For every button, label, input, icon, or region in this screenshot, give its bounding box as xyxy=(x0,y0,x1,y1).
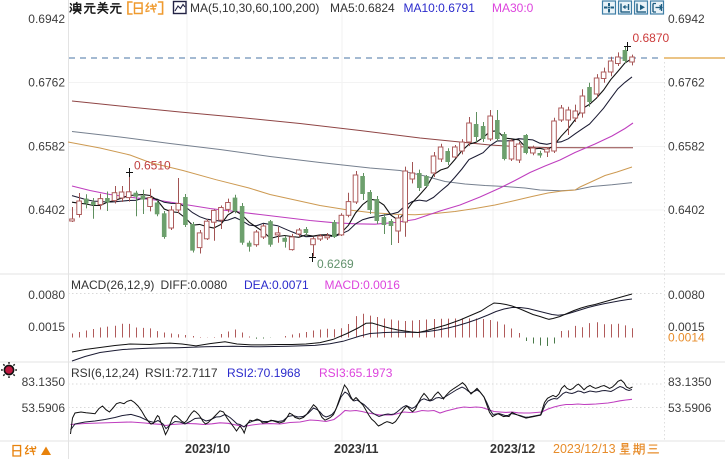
svg-text:0.6942: 0.6942 xyxy=(668,12,705,26)
svg-text:0.6269: 0.6269 xyxy=(317,257,354,271)
svg-text:0.6582: 0.6582 xyxy=(28,140,65,154)
svg-text:0.6870: 0.6870 xyxy=(633,31,670,45)
svg-text:RSI2:70.1968: RSI2:70.1968 xyxy=(227,366,301,380)
svg-text:MACD(26,12,9): MACD(26,12,9) xyxy=(71,278,154,292)
svg-text:83.1350: 83.1350 xyxy=(22,375,66,389)
svg-text:MACD:0.0016: MACD:0.0016 xyxy=(325,278,401,292)
svg-text:53.5906: 53.5906 xyxy=(668,401,712,415)
svg-text:2023/12: 2023/12 xyxy=(490,442,535,456)
svg-text:MA(5,10,30,60,100,200): MA(5,10,30,60,100,200) xyxy=(190,1,319,15)
svg-text:53.5906: 53.5906 xyxy=(22,401,66,415)
svg-text:MA30:0: MA30:0 xyxy=(492,1,534,15)
svg-text:0.0080: 0.0080 xyxy=(668,288,705,302)
svg-text:MA5:0.6824: MA5:0.6824 xyxy=(330,1,395,15)
svg-text:RSI(6,12,24): RSI(6,12,24) xyxy=(71,366,139,380)
svg-text:0.6402: 0.6402 xyxy=(28,203,65,217)
svg-text:MA10:0.6791: MA10:0.6791 xyxy=(404,1,476,15)
svg-text:DEA:0.0071: DEA:0.0071 xyxy=(244,278,309,292)
svg-text:2023/10: 2023/10 xyxy=(185,442,230,456)
svg-text:0.6942: 0.6942 xyxy=(28,12,65,26)
svg-text:2023/12/13: 2023/12/13 xyxy=(553,442,616,456)
svg-text:0.0015: 0.0015 xyxy=(668,320,705,334)
svg-text:RSI3:65.1973: RSI3:65.1973 xyxy=(319,366,393,380)
svg-text:0.0080: 0.0080 xyxy=(28,288,65,302)
svg-text:0.6762: 0.6762 xyxy=(668,76,705,90)
svg-text:0.6510: 0.6510 xyxy=(134,159,171,173)
svg-text:83.1350: 83.1350 xyxy=(668,375,712,389)
svg-text:RSI1:72.7117: RSI1:72.7117 xyxy=(145,366,218,380)
svg-text:DIFF:0.0080: DIFF:0.0080 xyxy=(161,278,228,292)
svg-text:2023/11: 2023/11 xyxy=(334,442,379,456)
svg-text:0.6762: 0.6762 xyxy=(28,76,65,90)
svg-text:0.0014: 0.0014 xyxy=(668,331,705,345)
svg-text:0.0015: 0.0015 xyxy=(28,320,65,334)
svg-text:0.6402: 0.6402 xyxy=(668,203,705,217)
svg-text:0.6582: 0.6582 xyxy=(668,140,705,154)
